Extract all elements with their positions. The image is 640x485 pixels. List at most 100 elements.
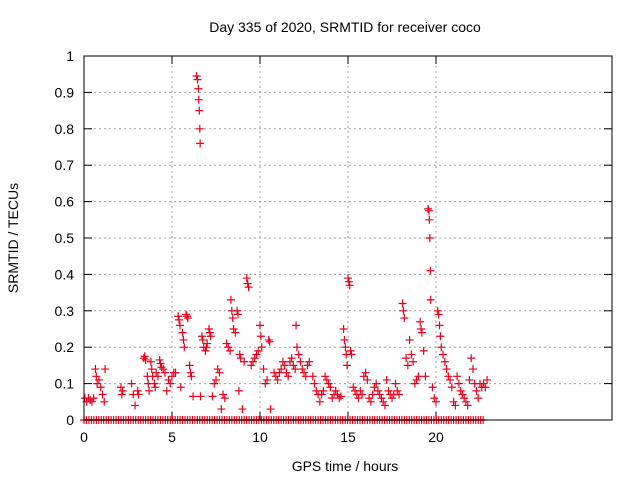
data-point	[345, 281, 354, 290]
data-point	[266, 405, 275, 414]
data-point	[428, 383, 437, 392]
data-point	[472, 386, 481, 395]
data-point	[402, 354, 411, 363]
data-point	[328, 394, 337, 403]
data-point	[93, 379, 102, 388]
data-point	[117, 390, 126, 399]
data-point	[131, 401, 140, 410]
data-point	[203, 339, 212, 348]
data-point	[98, 390, 107, 399]
data-point	[321, 372, 330, 381]
y-tick-label: 0.1	[55, 376, 75, 392]
data-point	[193, 75, 202, 84]
data-point	[116, 383, 125, 392]
data-point	[417, 328, 426, 337]
data-point	[202, 343, 211, 352]
y-tick-label: 0.4	[55, 266, 75, 282]
data-point	[354, 394, 363, 403]
data-point	[282, 368, 291, 377]
data-point	[414, 372, 423, 381]
data-point	[326, 383, 335, 392]
data-point	[347, 350, 356, 359]
data-point	[278, 357, 287, 366]
data-point	[254, 346, 263, 355]
data-point	[94, 375, 103, 384]
data-point	[176, 383, 185, 392]
data-point	[164, 375, 173, 384]
y-tick-label: 0.3	[55, 303, 75, 319]
data-point	[346, 346, 355, 355]
grid-lines	[84, 56, 612, 420]
data-point	[305, 357, 314, 366]
data-point	[349, 383, 358, 392]
data-point	[303, 361, 312, 370]
data-point	[424, 204, 433, 213]
data-point	[248, 357, 257, 366]
data-point	[380, 401, 389, 410]
data-point	[100, 397, 109, 406]
data-point	[96, 383, 105, 392]
data-point	[171, 368, 180, 377]
data-point	[215, 368, 224, 377]
data-point	[86, 395, 95, 404]
data-point	[292, 343, 301, 352]
data-point	[435, 321, 444, 330]
data-point	[341, 343, 350, 352]
data-point	[454, 379, 463, 388]
data-point	[87, 397, 96, 406]
data-point	[264, 335, 273, 344]
data-point	[151, 383, 160, 392]
data-point	[256, 321, 264, 330]
data-point	[298, 365, 307, 374]
data-point	[308, 372, 317, 381]
data-point	[300, 368, 308, 377]
data-point	[196, 139, 205, 148]
data-point	[426, 295, 435, 304]
data-point	[296, 357, 305, 366]
data-point	[198, 335, 207, 344]
data-point	[226, 295, 235, 304]
data-point	[226, 346, 235, 355]
data-point	[259, 365, 268, 374]
data-point	[453, 372, 462, 381]
data-point	[219, 390, 228, 399]
data-point	[292, 321, 301, 330]
data-point	[285, 357, 294, 366]
data-point	[335, 394, 344, 403]
data-point	[451, 401, 460, 410]
data-point	[197, 332, 206, 341]
data-point	[277, 365, 286, 374]
data-point	[210, 379, 219, 388]
data-point	[479, 379, 488, 388]
data-point	[339, 325, 348, 333]
plot-frame	[83, 55, 613, 421]
data-point	[287, 354, 296, 363]
data-point	[140, 352, 149, 361]
data-point	[312, 386, 321, 395]
data-point	[356, 386, 365, 395]
data-point	[263, 375, 272, 384]
data-point	[446, 375, 455, 384]
data-point	[174, 312, 183, 321]
data-point	[409, 357, 418, 366]
data-point	[433, 306, 442, 315]
data-point	[358, 390, 367, 399]
data-point	[166, 379, 175, 388]
data-point	[213, 365, 222, 374]
data-point	[449, 397, 458, 406]
x-axis-title: GPS time / hours	[292, 458, 399, 474]
data-point	[153, 372, 162, 381]
data-point	[416, 317, 425, 326]
data-point	[133, 386, 142, 395]
data-point	[156, 359, 165, 368]
data-point	[474, 394, 483, 403]
data-point	[89, 394, 98, 403]
data-point	[205, 328, 214, 337]
data-point	[159, 365, 168, 374]
data-point	[146, 357, 155, 366]
data-point	[244, 283, 253, 292]
data-point	[178, 328, 187, 337]
data-point	[426, 266, 435, 275]
